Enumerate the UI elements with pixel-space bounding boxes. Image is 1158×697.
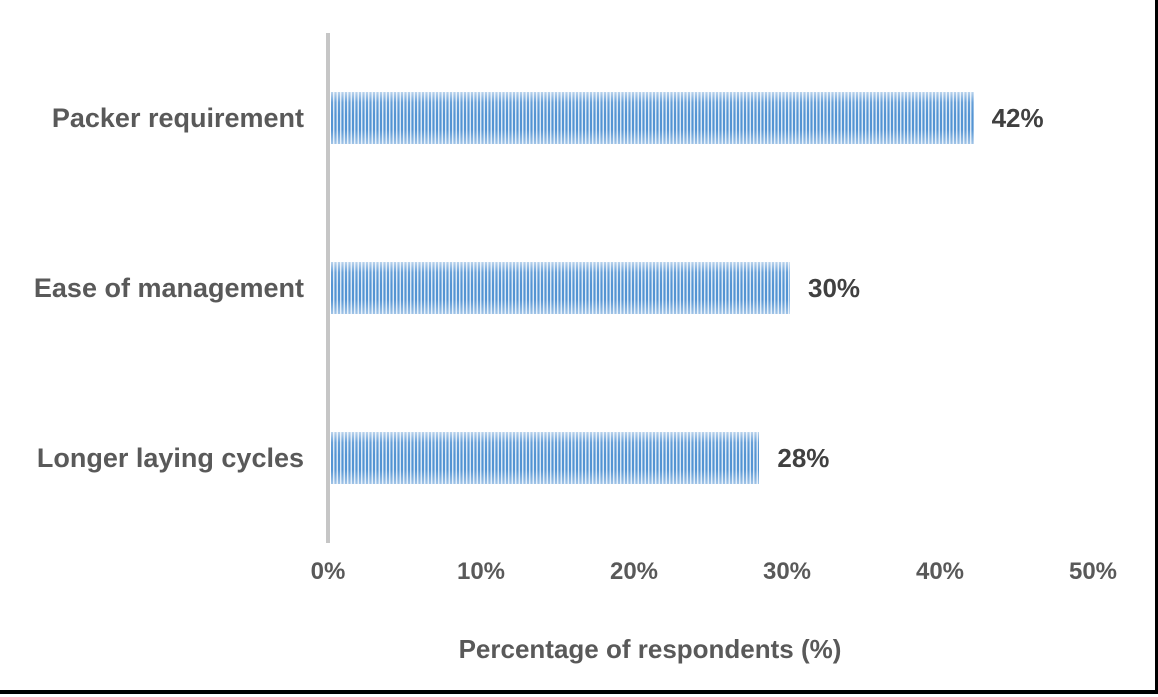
value-label: 28% [777,443,830,473]
x-axis-title: Percentage of respondents (%) [458,634,842,664]
x-tick-label: 0% [310,558,346,585]
category-label: Packer requirement [51,103,304,133]
frame-border-bottom [0,690,1158,694]
category-label: Longer laying cycles [36,443,304,473]
x-tick-label: 30% [762,558,812,585]
frame-border-right [1155,0,1158,694]
x-tick-label: 10% [456,558,506,585]
x-tick-label: 20% [609,558,659,585]
y-axis-line [326,33,330,543]
value-label: 30% [808,273,861,303]
value-label: 42% [991,103,1044,133]
x-tick-label: 50% [1068,558,1118,585]
bar [331,432,760,484]
bar [331,92,974,144]
category-label: Ease of management [33,273,304,303]
bar [331,262,790,314]
x-tick-label: 40% [915,558,965,585]
